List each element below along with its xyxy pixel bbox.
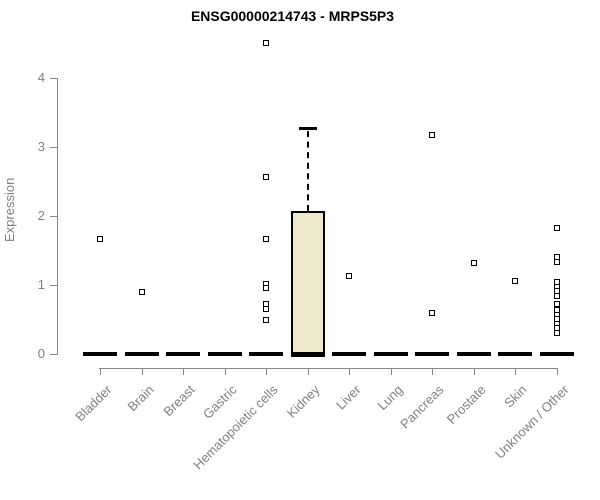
- y-axis-line: [57, 78, 58, 355]
- x-tick-prostate: [473, 368, 475, 375]
- zero-box-unknown-other: [539, 352, 574, 356]
- whisker-cap-kidney: [298, 126, 317, 130]
- zero-box-pancreas: [415, 352, 450, 356]
- zero-box-breast: [166, 352, 201, 356]
- zero-box-bladder: [83, 352, 117, 356]
- zero-box-brain: [124, 352, 159, 356]
- x-tick-skin: [515, 368, 517, 375]
- median-line-kidney: [290, 352, 325, 357]
- whisker-line-kidney: [306, 130, 309, 212]
- outlier-point-prostate: [470, 259, 477, 266]
- y-tick-label-0: 0: [37, 346, 45, 361]
- outlier-point-hematopoietic-cells: [263, 317, 270, 324]
- zero-box-hematopoietic-cells: [249, 352, 284, 356]
- outlier-point-liver: [346, 273, 353, 280]
- y-tick-label-3: 3: [37, 139, 45, 154]
- x-tick-lung: [390, 368, 392, 375]
- x-tick-hematopoietic-cells: [266, 368, 268, 375]
- x-tick-gastric: [224, 368, 226, 375]
- outlier-point-hematopoietic-cells: [263, 39, 270, 46]
- x-tick-brain: [141, 368, 143, 375]
- y-tick: [50, 285, 57, 286]
- x-tick-bladder: [100, 368, 101, 375]
- x-tick-pancreas: [432, 368, 434, 375]
- outlier-point-brain: [138, 288, 145, 295]
- outlier-point-hematopoietic-cells: [263, 235, 270, 242]
- y-tick: [50, 216, 57, 217]
- outlier-point-unknown-other: [553, 329, 560, 336]
- x-axis-line: [99, 368, 558, 369]
- outlier-point-hematopoietic-cells: [263, 173, 270, 180]
- zero-box-liver: [332, 352, 367, 356]
- outlier-point-unknown-other: [553, 301, 560, 308]
- outlier-point-unknown-other: [553, 259, 560, 266]
- outlier-point-pancreas: [429, 132, 436, 139]
- y-tick: [50, 354, 57, 355]
- zero-box-prostate: [456, 352, 491, 356]
- outlier-point-hematopoietic-cells: [263, 306, 270, 313]
- outlier-point-unknown-other: [553, 293, 560, 300]
- x-tick-label-unknown-other: Unknown / Other: [492, 382, 572, 462]
- outlier-point-unknown-other: [553, 224, 560, 231]
- x-tick-liver: [349, 368, 351, 375]
- x-tick-unknown-other: [556, 368, 558, 375]
- y-tick-label-2: 2: [37, 208, 45, 223]
- outlier-point-unknown-other: [553, 253, 560, 260]
- outlier-point-bladder: [97, 236, 103, 243]
- zero-box-gastric: [207, 352, 242, 356]
- outlier-point-hematopoietic-cells: [263, 284, 270, 291]
- y-tick-label-4: 4: [37, 70, 45, 85]
- outlier-point-skin: [512, 277, 519, 284]
- y-tick: [50, 147, 57, 148]
- y-tick: [50, 78, 57, 79]
- box-kidney: [290, 211, 325, 356]
- zero-box-lung: [373, 352, 408, 356]
- outlier-point-pancreas: [429, 310, 436, 317]
- zero-box-skin: [498, 352, 533, 356]
- chart-title: ENSG00000214743 - MRPS5P3: [190, 8, 395, 24]
- y-tick-label-1: 1: [37, 277, 45, 292]
- x-tick-kidney: [307, 368, 309, 375]
- x-tick-breast: [183, 368, 185, 375]
